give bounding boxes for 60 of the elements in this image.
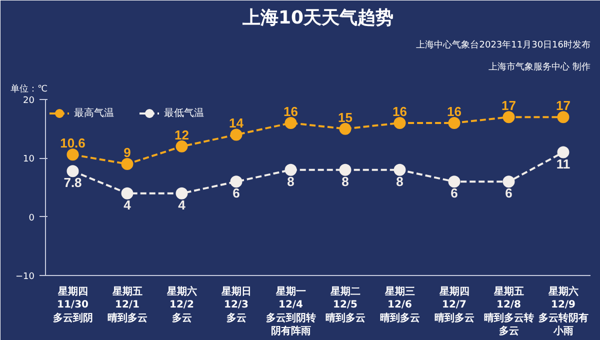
data-label: 17 — [502, 98, 516, 114]
point — [230, 176, 242, 188]
data-label: 6 — [505, 186, 512, 201]
x-tick-label: 星期五 12/8 晴到多云转多云 — [484, 286, 534, 338]
y-tick-label: 10 — [23, 154, 35, 165]
point — [66, 165, 79, 178]
x-tick-label: 星期五 12/1 晴到多云 — [107, 286, 148, 324]
text: 上海中心气象台2023年11月30日16时发布 — [416, 40, 591, 50]
x-tick-label: 星期四 12/7 晴到多云 — [434, 286, 474, 324]
point — [284, 116, 297, 129]
point — [284, 164, 297, 176]
point — [394, 164, 406, 176]
point — [557, 111, 570, 124]
data-label: 16 — [392, 104, 407, 119]
data-label: 11 — [556, 156, 570, 172]
data-label: 7.8 — [64, 175, 82, 190]
point — [502, 111, 515, 124]
point — [339, 164, 352, 176]
point — [339, 122, 352, 135]
point — [502, 176, 515, 188]
point — [230, 128, 242, 141]
point — [176, 187, 188, 200]
data-label: 8 — [287, 174, 294, 189]
y-tick-label: 20 — [23, 96, 35, 106]
data-label: 10.6 — [60, 136, 86, 151]
point — [66, 148, 79, 161]
y-tick-label: −10 — [16, 272, 35, 282]
data-label: 16 — [447, 104, 462, 119]
data-label: 4 — [178, 197, 186, 212]
x-tick-label: 星期六 12/2 多云 — [166, 286, 197, 324]
x-tick-label: 星期日 12/3 多云 — [220, 286, 252, 324]
x-tick-label: 星期六 12/9 多云转阴有小雨 — [538, 286, 588, 338]
x-tick-label: 星期二 12/5 晴到多云 — [325, 286, 366, 324]
data-label: 9 — [124, 145, 131, 160]
chart-title: 上海10天天气趋势 — [241, 8, 394, 28]
y-axis-title: 单位：℃ — [10, 84, 48, 94]
legend-label: 最高气温 — [74, 106, 114, 120]
point — [176, 140, 188, 152]
data-label: 14 — [229, 116, 244, 131]
point — [448, 176, 460, 188]
data-label: 8 — [396, 174, 404, 189]
data-label: 8 — [342, 174, 349, 189]
data-label: 6 — [450, 186, 458, 201]
data-label: 17 — [556, 98, 570, 114]
data-label: 4 — [124, 197, 132, 212]
data-label: 6 — [232, 186, 240, 201]
legend-label: 最低气温 — [164, 107, 204, 120]
point — [394, 116, 406, 129]
x-tick-label: 星期三 12/6 晴到多云 — [380, 286, 420, 324]
x-tick-label: 星期四 11/30 多云到阴 — [52, 286, 93, 324]
point — [448, 116, 460, 129]
data-label: 12 — [174, 127, 189, 142]
point — [121, 158, 134, 170]
x-tick-label: 星期一 12/4 多云到阴转阴有阵雨 — [266, 286, 316, 338]
point — [557, 146, 570, 158]
text: 上海市气象服务中心 制作 — [488, 62, 591, 72]
data-label: 15 — [338, 110, 352, 125]
point — [121, 187, 134, 200]
y-tick-label: 0 — [28, 213, 35, 224]
data-label: 16 — [284, 104, 298, 119]
